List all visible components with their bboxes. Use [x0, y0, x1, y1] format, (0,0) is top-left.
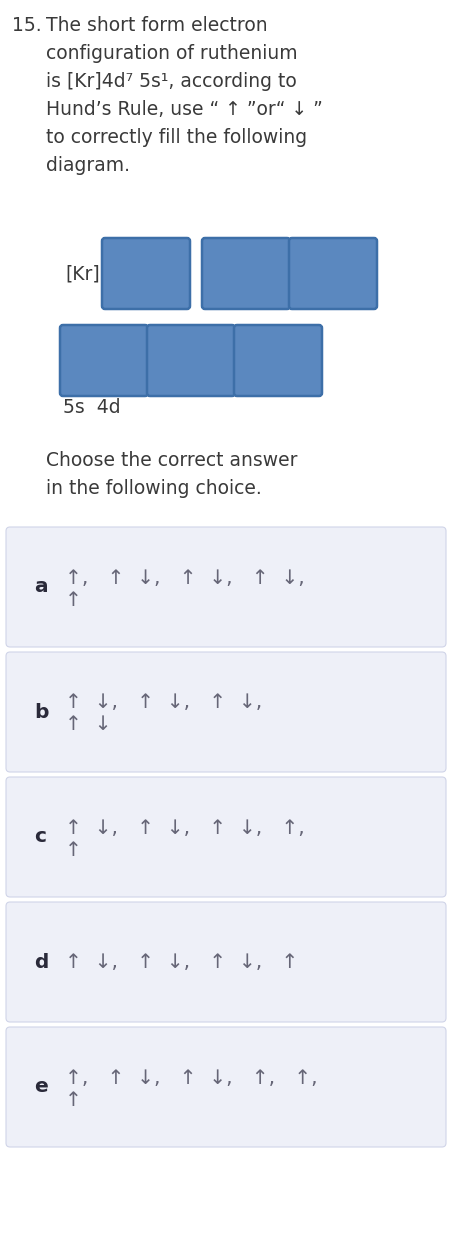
- Text: The short form electron: The short form electron: [46, 16, 267, 35]
- Text: 15.: 15.: [12, 16, 41, 35]
- Text: configuration of ruthenium: configuration of ruthenium: [46, 44, 297, 63]
- Text: b: b: [34, 703, 48, 722]
- Text: ↑: ↑: [65, 1091, 82, 1110]
- Text: is [Kr]4d⁷ 5s¹, according to: is [Kr]4d⁷ 5s¹, according to: [46, 73, 296, 91]
- Text: in the following choice.: in the following choice.: [46, 479, 261, 498]
- Text: e: e: [34, 1077, 48, 1096]
- FancyBboxPatch shape: [60, 325, 148, 397]
- FancyBboxPatch shape: [6, 652, 445, 772]
- Text: to correctly fill the following: to correctly fill the following: [46, 128, 307, 148]
- Text: ↑,   ↑  ↓,   ↑  ↓,   ↑  ↓,: ↑, ↑ ↓, ↑ ↓, ↑ ↓,: [65, 568, 304, 588]
- Text: ↑: ↑: [65, 590, 82, 609]
- FancyBboxPatch shape: [102, 238, 190, 309]
- Text: c: c: [34, 827, 46, 847]
- FancyBboxPatch shape: [147, 325, 234, 397]
- Text: 5s  4d: 5s 4d: [63, 398, 121, 417]
- Text: ↑,   ↑  ↓,   ↑  ↓,   ↑,   ↑,: ↑, ↑ ↓, ↑ ↓, ↑, ↑,: [65, 1068, 317, 1087]
- FancyBboxPatch shape: [6, 777, 445, 897]
- Text: ↑  ↓,   ↑  ↓,   ↑  ↓,   ↑,: ↑ ↓, ↑ ↓, ↑ ↓, ↑,: [65, 818, 304, 837]
- Text: ↑  ↓,   ↑  ↓,   ↑  ↓,: ↑ ↓, ↑ ↓, ↑ ↓,: [65, 693, 262, 713]
- FancyBboxPatch shape: [288, 238, 376, 309]
- Text: ↑  ↓: ↑ ↓: [65, 716, 111, 734]
- Text: Choose the correct answer: Choose the correct answer: [46, 452, 297, 470]
- FancyBboxPatch shape: [6, 527, 445, 647]
- Text: ↑: ↑: [65, 841, 82, 859]
- Text: d: d: [34, 952, 48, 972]
- Text: ↑  ↓,   ↑  ↓,   ↑  ↓,   ↑: ↑ ↓, ↑ ↓, ↑ ↓, ↑: [65, 952, 298, 972]
- Text: Hund’s Rule, use “ ↑ ”or“ ↓ ”: Hund’s Rule, use “ ↑ ”or“ ↓ ”: [46, 100, 322, 119]
- FancyBboxPatch shape: [6, 902, 445, 1022]
- Text: diagram.: diagram.: [46, 156, 130, 175]
- FancyBboxPatch shape: [6, 1027, 445, 1147]
- FancyBboxPatch shape: [233, 325, 321, 397]
- Text: a: a: [34, 578, 47, 597]
- FancyBboxPatch shape: [202, 238, 289, 309]
- Text: [Kr]: [Kr]: [65, 264, 100, 283]
